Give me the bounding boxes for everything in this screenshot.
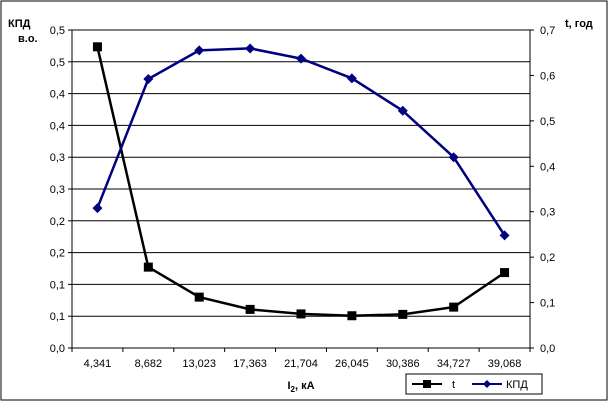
legend-kpd-label: КПД (506, 379, 528, 391)
left-y-tick-label: 0,2 (50, 248, 65, 260)
x-axis-label-rest: , кА (295, 380, 315, 392)
right-y-tick-label: 0,3 (540, 207, 555, 219)
right-y-axis-ticks: 0,0 0,1 0,2 0,3 0,4 0,5 0,6 0,7 (530, 25, 555, 355)
left-y-axis-label-line2: в.о. (18, 33, 38, 45)
left-y-tick-label: 0,5 (50, 57, 65, 69)
data-point-diamond (448, 152, 459, 163)
data-point-diamond (397, 105, 408, 116)
left-y-tick-label: 0,5 (50, 25, 65, 37)
data-point-diamond (296, 53, 306, 64)
data-point-square (449, 302, 459, 312)
data-point-diamond (499, 230, 510, 241)
left-y-tick-label: 0,1 (50, 279, 65, 291)
right-y-tick-label: 0,4 (540, 161, 555, 173)
x-tick-label: 39,068 (488, 358, 522, 370)
right-y-tick-label: 0,2 (540, 252, 555, 264)
x-tick-label: 13,023 (182, 358, 216, 370)
left-y-tick-label: 0,2 (50, 216, 65, 228)
data-point-diamond (245, 43, 256, 54)
left-y-axis-label-line1: КПД (8, 18, 31, 30)
x-axis-label-subscript: 2 (291, 385, 296, 394)
data-point-square (398, 309, 408, 319)
x-axis-label-main: I (287, 380, 290, 392)
left-y-axis-ticks: 0,0 0,1 0,1 0,2 0,2 0,3 0,3 0,4 0,4 0,5 0,5 (50, 25, 72, 355)
x-tick-label: 4,341 (84, 358, 112, 370)
x-tick-label: 34,727 (437, 358, 471, 370)
data-point-square (92, 42, 102, 52)
data-point-diamond (194, 45, 205, 56)
series (92, 42, 510, 321)
data-point-square (245, 304, 255, 314)
data-point-square (347, 311, 357, 321)
left-y-tick-label: 0,4 (50, 89, 65, 101)
data-point-diamond (92, 203, 103, 214)
left-y-tick-label: 0,3 (50, 184, 65, 196)
data-point-square (194, 292, 204, 302)
legend-kpd-marker (483, 380, 491, 388)
right-y-tick-label: 0,1 (540, 298, 555, 310)
data-point-square (296, 309, 306, 319)
data-point-diamond (346, 73, 357, 84)
left-y-tick-label: 0,1 (50, 311, 65, 323)
data-point-square (500, 268, 510, 278)
x-tick-label: 30,386 (386, 358, 420, 370)
right-y-tick-label: 0,7 (540, 25, 555, 37)
x-tick-label: 26,045 (335, 358, 369, 370)
x-tick-label: 17,363 (233, 358, 267, 370)
data-point-square (143, 262, 153, 272)
series-kpd (92, 43, 510, 241)
x-tick-label: 8,682 (135, 358, 163, 370)
right-y-axis-label: t, год (565, 18, 593, 30)
right-y-tick-label: 0,6 (540, 70, 555, 82)
legend: t КПД (405, 373, 543, 395)
left-y-tick-label: 0,0 (50, 343, 65, 355)
data-point-diamond (143, 73, 154, 84)
right-y-tick-label: 0,5 (540, 116, 555, 128)
legend-t-label: t (452, 379, 455, 391)
left-y-tick-label: 0,4 (50, 120, 65, 132)
legend-t-marker (423, 380, 431, 388)
right-y-tick-label: 0,0 (540, 343, 555, 355)
x-axis-label: I2, кА (287, 380, 314, 394)
x-tick-label: 21,704 (284, 358, 318, 370)
x-axis-ticks: 4,341 8,682 13,023 17,363 21,704 26,045 30,386… (71, 348, 531, 370)
left-y-tick-label: 0,3 (50, 152, 65, 164)
series-t (92, 42, 510, 321)
